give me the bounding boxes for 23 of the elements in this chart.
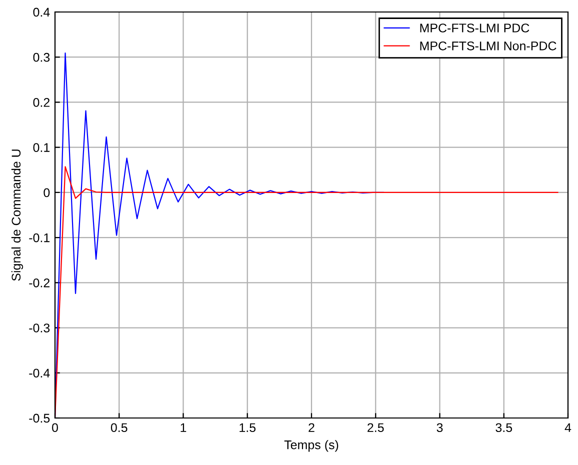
y-tick-label: 0.3 [33, 52, 50, 62]
x-tick-label: 1 [180, 423, 186, 432]
legend-label: MPC-FTS-LMI PDC [420, 24, 530, 32]
x-tick-label: 0 [52, 423, 58, 432]
y-tick-label: -0.3 [29, 324, 50, 332]
y-tick-label: -0.4 [29, 368, 50, 378]
y-tick-label: 0.2 [33, 98, 50, 107]
x-tick-label: 3.5 [496, 423, 512, 432]
y-tick-label: -0.1 [29, 233, 50, 242]
y-tick-label: 0.1 [33, 143, 50, 152]
y-tick-label: -0.5 [29, 414, 50, 423]
y-tick-label: -0.2 [29, 278, 50, 288]
x-axis-title: Temps (s) [284, 440, 338, 452]
x-tick-label: 2 [308, 423, 314, 432]
x-tick-label: 1.5 [240, 423, 256, 432]
y-axis-title: Signal de Commande U [11, 150, 24, 281]
y-tick-label: 0.4 [33, 8, 50, 17]
x-tick-label: 3 [436, 423, 443, 432]
x-tick-label: 2.5 [368, 423, 384, 432]
legend-label: MPC-FTS-LMI Non-PDC [420, 41, 556, 50]
x-tick-label: 4 [564, 423, 572, 432]
x-tick-label: 0.5 [110, 423, 128, 432]
y-tick-label: 0 [44, 188, 50, 198]
